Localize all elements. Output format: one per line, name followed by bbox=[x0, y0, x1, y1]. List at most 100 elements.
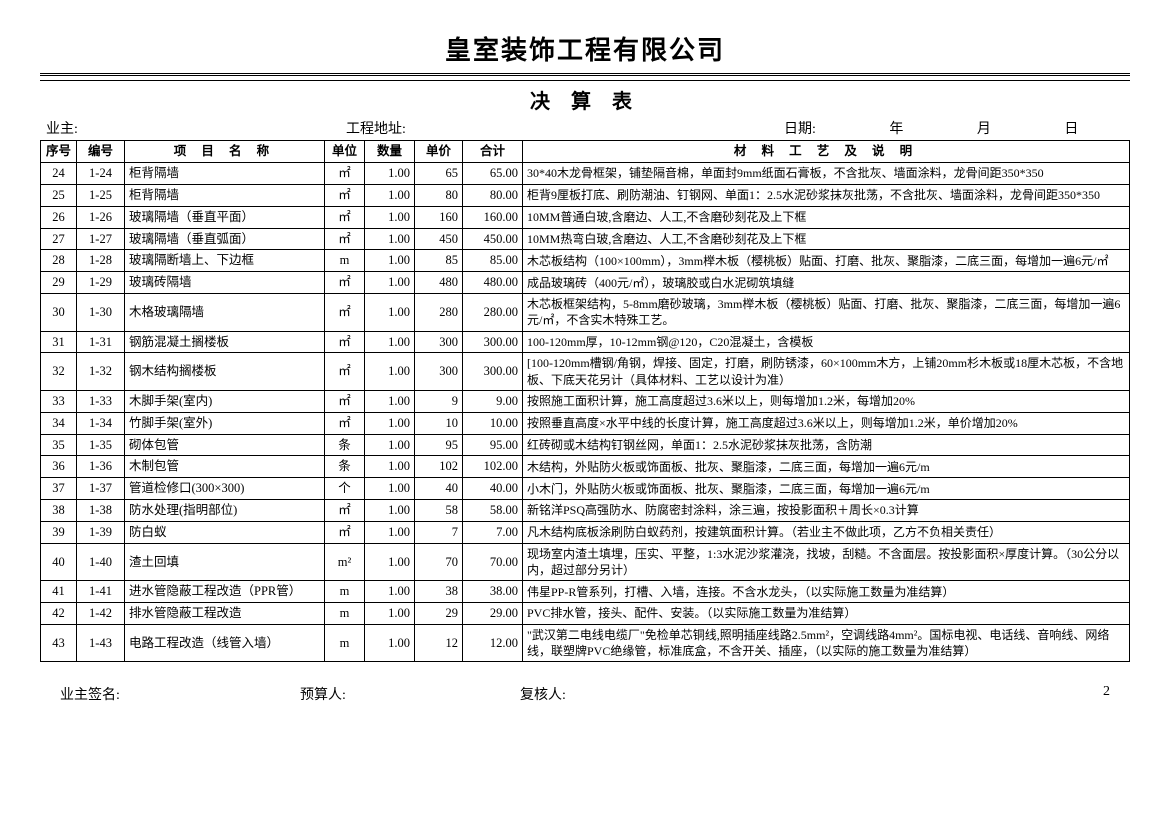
cell-desc: 木芯板框架结构，5-8mm磨砂玻璃，3mm榉木板（樱桃板）贴面、打磨、批灰、聚脂… bbox=[523, 294, 1130, 331]
cell-seq: 35 bbox=[41, 434, 77, 456]
cell-unit: m bbox=[325, 603, 365, 625]
table-row: 301-30木格玻璃隔墙㎡1.00280280.00木芯板框架结构，5-8mm磨… bbox=[41, 294, 1130, 331]
cell-unit: ㎡ bbox=[325, 522, 365, 544]
cell-qty: 1.00 bbox=[365, 522, 415, 544]
cell-seq: 37 bbox=[41, 478, 77, 500]
year-label: 年 bbox=[889, 118, 903, 138]
cell-price: 40 bbox=[415, 478, 463, 500]
cell-total: 85.00 bbox=[463, 250, 523, 272]
cell-total: 9.00 bbox=[463, 390, 523, 412]
cell-price: 450 bbox=[415, 228, 463, 250]
cell-unit: m bbox=[325, 581, 365, 603]
table-row: 371-37管道检修口(300×300)个1.004040.00小木门，外贴防火… bbox=[41, 478, 1130, 500]
cell-price: 12 bbox=[415, 625, 463, 662]
reviewer-label: 复核人: bbox=[520, 684, 1070, 704]
cell-desc: 10MM普通白玻,含磨边、人工,不含磨砂刻花及上下框 bbox=[523, 206, 1130, 228]
cell-qty: 1.00 bbox=[365, 250, 415, 272]
th-seq: 序号 bbox=[41, 141, 77, 163]
cell-seq: 30 bbox=[41, 294, 77, 331]
cell-total: 70.00 bbox=[463, 543, 523, 580]
table-row: 261-26玻璃隔墙（垂直平面）㎡1.00160160.0010MM普通白玻,含… bbox=[41, 206, 1130, 228]
cell-qty: 1.00 bbox=[365, 412, 415, 434]
th-unit: 单位 bbox=[325, 141, 365, 163]
table-row: 291-29玻璃砖隔墙㎡1.00480480.00成品玻璃砖（400元/㎡），玻… bbox=[41, 272, 1130, 294]
cell-desc: 10MM热弯白玻,含磨边、人工,不含磨砂刻花及上下框 bbox=[523, 228, 1130, 250]
cell-seq: 28 bbox=[41, 250, 77, 272]
cell-price: 70 bbox=[415, 543, 463, 580]
cell-name: 玻璃砖隔墙 bbox=[125, 272, 325, 294]
cell-unit: ㎡ bbox=[325, 272, 365, 294]
cell-unit: ㎡ bbox=[325, 228, 365, 250]
cell-code: 1-33 bbox=[77, 390, 125, 412]
cell-code: 1-26 bbox=[77, 206, 125, 228]
cell-unit: 条 bbox=[325, 456, 365, 478]
cell-qty: 1.00 bbox=[365, 500, 415, 522]
cell-total: 58.00 bbox=[463, 500, 523, 522]
cell-total: 29.00 bbox=[463, 603, 523, 625]
cell-total: 280.00 bbox=[463, 294, 523, 331]
cell-total: 300.00 bbox=[463, 353, 523, 390]
cell-seq: 41 bbox=[41, 581, 77, 603]
table-row: 381-38防水处理(指明部位)㎡1.005858.00新铭洋PSQ高强防水、防… bbox=[41, 500, 1130, 522]
cell-total: 65.00 bbox=[463, 162, 523, 184]
cell-seq: 36 bbox=[41, 456, 77, 478]
cell-qty: 1.00 bbox=[365, 228, 415, 250]
cell-desc: 按照施工面积计算，施工高度超过3.6米以上，则每增加1.2米，每增加20% bbox=[523, 390, 1130, 412]
cell-qty: 1.00 bbox=[365, 625, 415, 662]
cell-total: 300.00 bbox=[463, 331, 523, 353]
cell-name: 玻璃隔墙（垂直平面） bbox=[125, 206, 325, 228]
day-label: 日 bbox=[1064, 118, 1078, 138]
cell-price: 10 bbox=[415, 412, 463, 434]
cell-price: 85 bbox=[415, 250, 463, 272]
cell-code: 1-41 bbox=[77, 581, 125, 603]
cell-desc: 100-120mm厚，10-12mm钢@120，C20混凝土，含模板 bbox=[523, 331, 1130, 353]
cell-qty: 1.00 bbox=[365, 456, 415, 478]
cell-price: 7 bbox=[415, 522, 463, 544]
cell-total: 450.00 bbox=[463, 228, 523, 250]
cell-name: 排水管隐蔽工程改造 bbox=[125, 603, 325, 625]
cell-seq: 31 bbox=[41, 331, 77, 353]
cell-qty: 1.00 bbox=[365, 331, 415, 353]
date-area: 日期: 年 月 日 bbox=[784, 118, 1124, 138]
date-label: 日期: bbox=[784, 118, 816, 138]
cell-name: 玻璃隔断墙上、下边框 bbox=[125, 250, 325, 272]
cell-total: 102.00 bbox=[463, 456, 523, 478]
cell-price: 65 bbox=[415, 162, 463, 184]
cell-qty: 1.00 bbox=[365, 206, 415, 228]
cell-desc: 凡木结构底板涂刷防白蚁药剂，按建筑面积计算。（若业主不做此项，乙方不负相关责任） bbox=[523, 522, 1130, 544]
cell-price: 58 bbox=[415, 500, 463, 522]
cell-code: 1-42 bbox=[77, 603, 125, 625]
cell-total: 7.00 bbox=[463, 522, 523, 544]
th-desc: 材 料 工 艺 及 说 明 bbox=[523, 141, 1130, 163]
estimate-table: 序号 编号 项 目 名 称 单位 数量 单价 合计 材 料 工 艺 及 说 明 … bbox=[40, 140, 1130, 662]
cell-name: 钢木结构搁楼板 bbox=[125, 353, 325, 390]
cell-code: 1-27 bbox=[77, 228, 125, 250]
table-row: 421-42排水管隐蔽工程改造m1.002929.00PVC排水管，接头、配件、… bbox=[41, 603, 1130, 625]
th-qty: 数量 bbox=[365, 141, 415, 163]
cell-unit: ㎡ bbox=[325, 162, 365, 184]
cell-name: 电路工程改造（线管入墙） bbox=[125, 625, 325, 662]
table-row: 311-31钢筋混凝土搁楼板㎡1.00300300.00100-120mm厚，1… bbox=[41, 331, 1130, 353]
cell-unit: m bbox=[325, 625, 365, 662]
cell-desc: 成品玻璃砖（400元/㎡），玻璃胶或白水泥砌筑填缝 bbox=[523, 272, 1130, 294]
cell-code: 1-38 bbox=[77, 500, 125, 522]
cell-price: 95 bbox=[415, 434, 463, 456]
cell-code: 1-29 bbox=[77, 272, 125, 294]
cell-total: 80.00 bbox=[463, 184, 523, 206]
cell-unit: ㎡ bbox=[325, 294, 365, 331]
cell-price: 300 bbox=[415, 353, 463, 390]
cell-code: 1-24 bbox=[77, 162, 125, 184]
cell-total: 12.00 bbox=[463, 625, 523, 662]
cell-name: 防白蚁 bbox=[125, 522, 325, 544]
cell-unit: m² bbox=[325, 543, 365, 580]
cell-qty: 1.00 bbox=[365, 162, 415, 184]
cell-qty: 1.00 bbox=[365, 184, 415, 206]
cell-qty: 1.00 bbox=[365, 543, 415, 580]
cell-price: 38 bbox=[415, 581, 463, 603]
cell-seq: 34 bbox=[41, 412, 77, 434]
cell-seq: 33 bbox=[41, 390, 77, 412]
cell-seq: 42 bbox=[41, 603, 77, 625]
cell-seq: 25 bbox=[41, 184, 77, 206]
table-row: 391-39防白蚁㎡1.0077.00凡木结构底板涂刷防白蚁药剂，按建筑面积计算… bbox=[41, 522, 1130, 544]
cell-name: 柜背隔墙 bbox=[125, 162, 325, 184]
